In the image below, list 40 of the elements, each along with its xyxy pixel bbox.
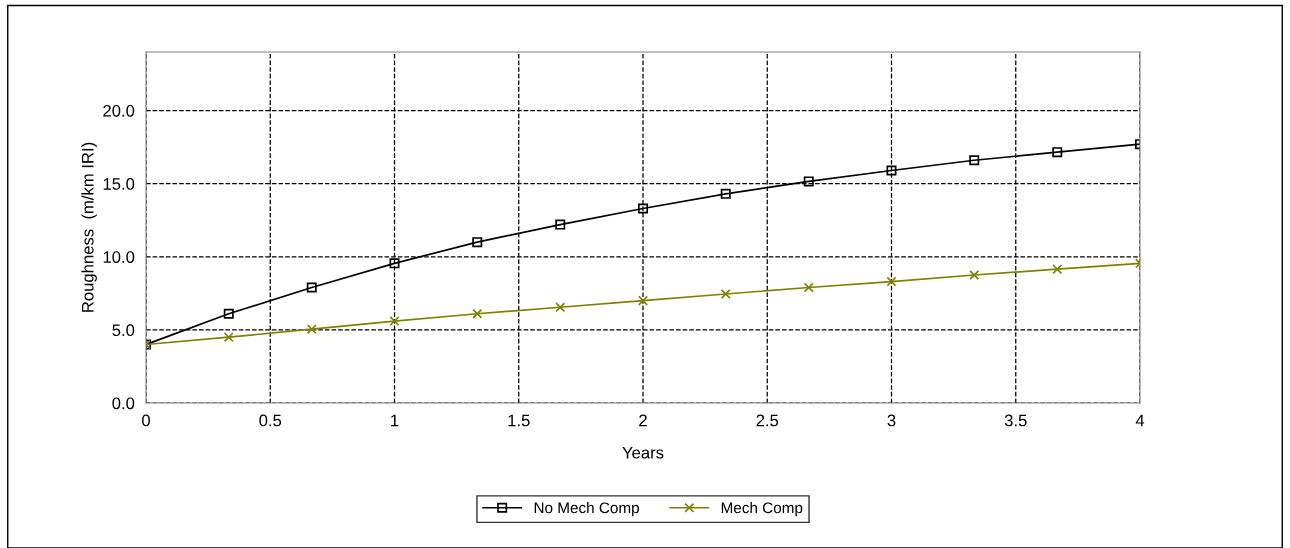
y-tick-label: 10.0 — [103, 251, 135, 263]
x-tick-label: 2.5 — [756, 414, 779, 427]
x-tick-label: 2 — [639, 414, 647, 427]
point — [306, 282, 317, 293]
point — [637, 295, 649, 306]
x-tick-label: 4 — [1135, 414, 1145, 427]
x-axis-title: Years — [622, 446, 664, 459]
x-tick-label: 3.5 — [1004, 414, 1027, 427]
legend-label: No Mech Comp — [534, 501, 639, 517]
x-tick-label: 0 — [142, 414, 150, 427]
point — [1052, 147, 1063, 158]
point — [969, 270, 980, 281]
point — [389, 258, 400, 269]
x-tick-label: 0.5 — [259, 414, 282, 427]
y-tick-label: 20.0 — [103, 104, 135, 117]
y-axis-title: Roughness (m/km IRI) — [81, 142, 97, 312]
point — [886, 276, 897, 287]
point — [886, 165, 897, 176]
point — [389, 316, 400, 327]
point — [306, 324, 317, 335]
legend-label: Mech Comp — [721, 501, 803, 517]
y-tick-label: 0.0 — [112, 397, 135, 410]
y-tick-label: 5.0 — [112, 324, 135, 337]
point — [803, 176, 814, 187]
y-tick-label: 15.0 — [103, 178, 135, 190]
point — [472, 237, 483, 248]
point — [720, 188, 731, 199]
point — [555, 219, 566, 230]
x-tick-label: 1.5 — [508, 414, 530, 427]
point — [223, 308, 234, 319]
point — [1052, 264, 1063, 275]
point — [223, 332, 234, 343]
point — [472, 308, 483, 319]
point — [969, 155, 980, 166]
point — [555, 302, 566, 313]
x-tick-label: 3 — [887, 414, 896, 427]
point — [637, 203, 649, 214]
point — [720, 289, 731, 300]
x-tick-label: 1 — [391, 414, 399, 427]
point — [803, 282, 814, 293]
